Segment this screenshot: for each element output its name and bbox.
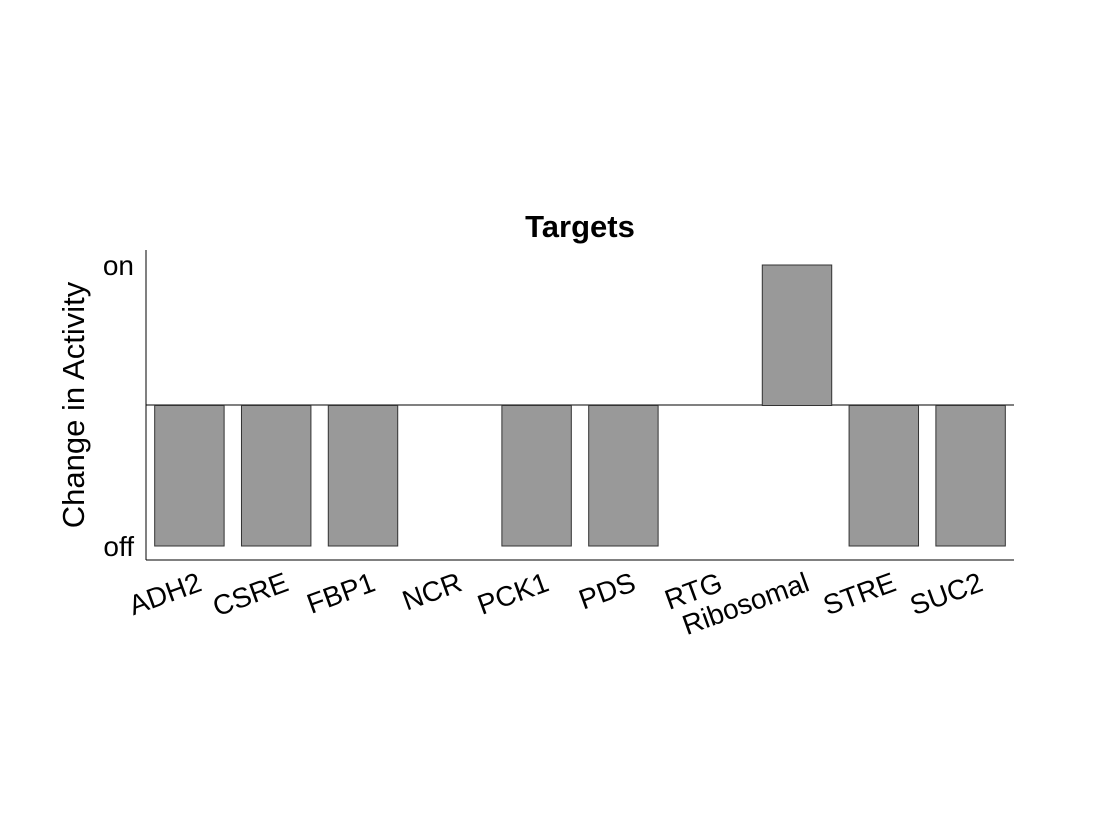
x-tick-label: STRE (819, 567, 900, 622)
x-tick-label: FBP1 (303, 567, 379, 620)
y-tick-labels: off on (103, 250, 134, 562)
bars (154, 264, 1006, 547)
x-tick-label: PDS (575, 567, 640, 616)
x-tick-label: PCK1 (473, 567, 552, 621)
chart-title: Targets (525, 209, 635, 244)
y-axis-label: Change in Activity (56, 281, 91, 528)
x-tick-label: ADH2 (125, 567, 206, 622)
bar-adh2 (154, 405, 225, 547)
bar-csre (240, 405, 312, 547)
bar-suc2 (935, 405, 1006, 547)
y-tick-label: on (103, 250, 134, 281)
x-tick-label: CSRE (209, 567, 293, 623)
bar-ribosomal (761, 264, 833, 406)
x-tick-label: NCR (398, 567, 466, 617)
bar-pck1 (501, 405, 572, 547)
bar-pds (588, 405, 659, 547)
y-tick-label: off (103, 531, 134, 562)
bar-fbp1 (327, 405, 399, 547)
x-tick-label: SUC2 (906, 567, 987, 622)
bar-stre (848, 405, 920, 547)
